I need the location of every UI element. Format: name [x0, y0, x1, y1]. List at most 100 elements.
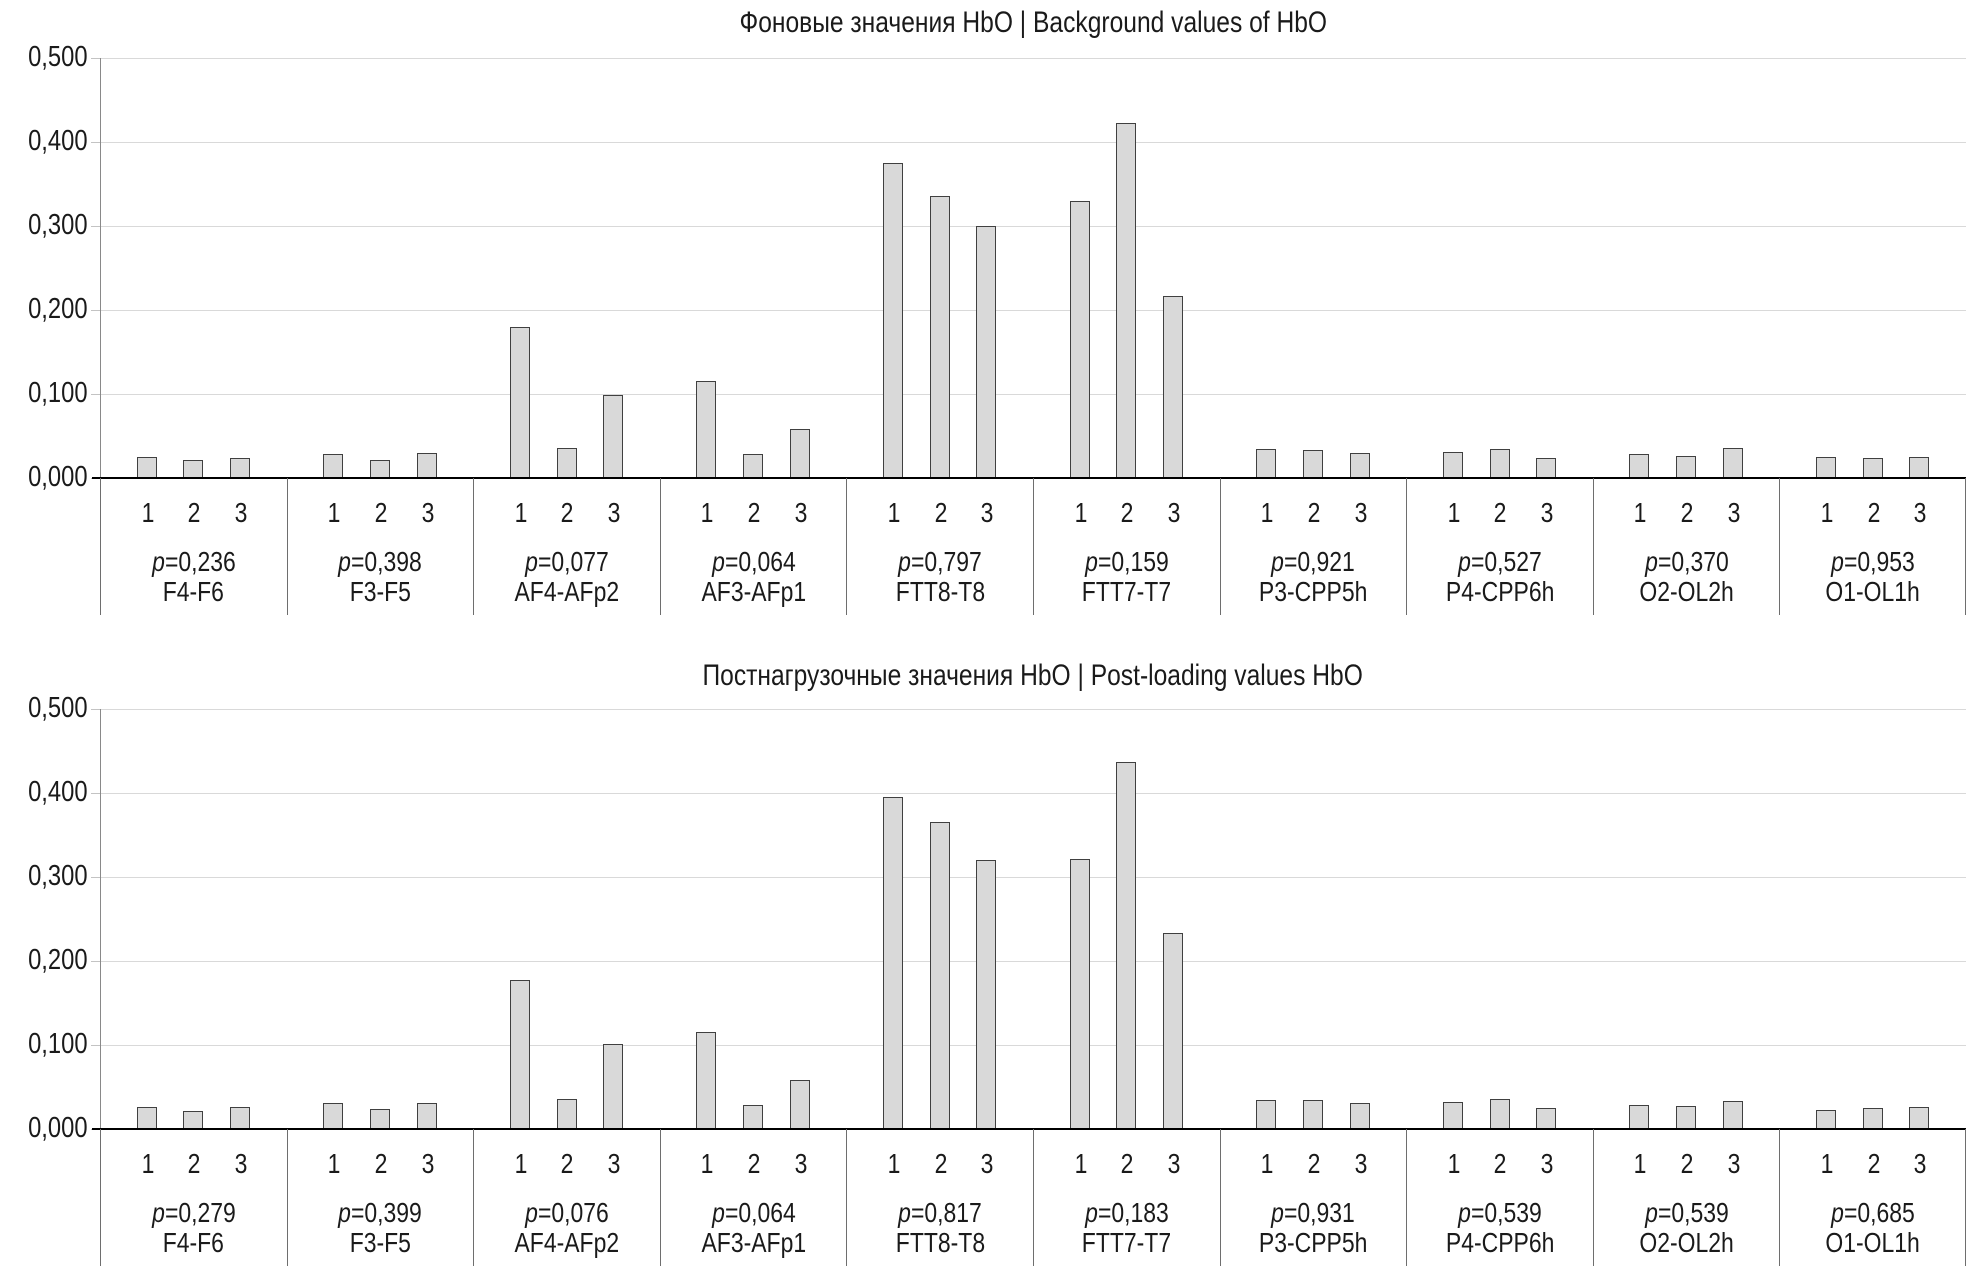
- bar-number-text: 3: [980, 1148, 994, 1179]
- category-group-FTT8-T8: 1 2 3 p=0,817 FTT8-T8: [846, 1129, 1033, 1266]
- bar-number-label: 2: [1493, 1150, 1509, 1178]
- category-group-F3-F5: 1 2 3 p=0,399 F3-F5: [286, 1129, 474, 1266]
- bar-F3-F5-1: [323, 454, 343, 478]
- p-value-rest: =0,399: [351, 1197, 423, 1228]
- y-axis-tick: [91, 142, 100, 143]
- bar-F3-F5-2: [370, 460, 390, 478]
- bar-AF3-AFp1-2: [743, 454, 763, 478]
- category-group-FTT8-T8: 1 2 3 p=0,797 FTT8-T8: [846, 478, 1033, 615]
- bar-number-label: 3: [1726, 1150, 1742, 1178]
- bar-P3-CPP5h-3: [1350, 453, 1370, 478]
- bar-number-text: 2: [561, 497, 574, 528]
- bar-P3-CPP5h-3: [1350, 1103, 1370, 1129]
- bar-number-label: 2: [746, 1150, 762, 1178]
- category-group-O2-OL2h: 1 2 3 p=0,539 O2-OL2h: [1592, 1129, 1780, 1266]
- bar-P4-CPP6h-2: [1490, 1099, 1510, 1129]
- p-value-label: p=0,064: [661, 1199, 847, 1227]
- bar-number-label: 3: [420, 499, 436, 527]
- bar-number-label: 3: [980, 1150, 996, 1178]
- y-gridline: [100, 226, 1966, 227]
- bar-number-label: 1: [140, 1150, 156, 1178]
- bar-O2-OL2h-2: [1676, 1106, 1696, 1129]
- y-axis-label-text: 0,500: [28, 41, 88, 73]
- p-symbol: p: [711, 546, 725, 577]
- y-axis-line: [100, 58, 101, 478]
- bar-AF4-AFp2-2: [557, 448, 577, 478]
- p-value-label: p=0,527: [1407, 548, 1593, 576]
- y-axis-label-text: 0,500: [28, 692, 88, 724]
- y-axis-label: 0,300: [0, 211, 88, 240]
- bar-F4-F6-1: [137, 457, 157, 478]
- bar-number-label: 2: [187, 1150, 203, 1178]
- bar-number-text: 3: [1727, 497, 1741, 528]
- bar-number-text: 1: [887, 1148, 901, 1179]
- p-symbol: p: [1644, 546, 1658, 577]
- channel-label-text: O1-OL1h: [1825, 1227, 1920, 1258]
- bar-P4-CPP6h-1: [1443, 452, 1463, 478]
- category-group-P3-CPP5h: 1 2 3 p=0,921 P3-CPP5h: [1219, 478, 1407, 615]
- channel-label-text: AF4-AFp2: [514, 1227, 620, 1258]
- bar-number-text: 2: [1494, 497, 1507, 528]
- bar-AF4-AFp2-1: [510, 327, 530, 478]
- p-value-text: p=0,064: [712, 1199, 796, 1227]
- y-axis-tick: [91, 1045, 100, 1046]
- y-axis-label-text: 0,100: [28, 1028, 88, 1060]
- bar-number-label: 1: [1259, 499, 1275, 527]
- bar-number-label: 2: [933, 499, 949, 527]
- p-value-text: p=0,399: [339, 1199, 423, 1227]
- p-symbol: p: [1458, 546, 1471, 577]
- bar-number-text: 1: [1074, 1148, 1088, 1179]
- channel-label: F4-F6: [101, 1229, 287, 1257]
- bar-P4-CPP6h-3: [1536, 1108, 1556, 1129]
- bar-number-label: 2: [933, 1150, 949, 1178]
- bar-number-label: 1: [886, 1150, 902, 1178]
- p-value-text: p=0,527: [1458, 548, 1542, 576]
- channel-label: P3-CPP5h: [1221, 1229, 1407, 1257]
- p-symbol: p: [151, 546, 165, 577]
- bar-number-label: 1: [1633, 499, 1649, 527]
- channel-label: AF3-AFp1: [661, 1229, 847, 1257]
- bar-number-text: 3: [1913, 1148, 1927, 1179]
- bar-FTT7-T7-3: [1163, 933, 1183, 1129]
- p-value-label: p=0,539: [1407, 1199, 1593, 1227]
- bar-number-label: 2: [746, 499, 762, 527]
- bar-O1-OL1h-2: [1863, 1108, 1883, 1129]
- y-axis-tick: [91, 394, 100, 395]
- category-group-AF3-AFp1: 1 2 3 p=0,064 AF3-AFp1: [659, 478, 847, 615]
- p-symbol: p: [525, 1197, 538, 1228]
- bar-P4-CPP6h-2: [1490, 449, 1510, 478]
- bar-number-label: 3: [1539, 1150, 1555, 1178]
- category-group-F3-F5: 1 2 3 p=0,398 F3-F5: [286, 478, 474, 615]
- category-group-F4-F6: 1 2 3 p=0,236 F4-F6: [100, 478, 287, 615]
- bar-number-label: 3: [1353, 1150, 1369, 1178]
- channel-label-text: F3-F5: [349, 576, 412, 607]
- p-symbol: p: [898, 1197, 912, 1228]
- channel-label-text: F4-F6: [163, 1227, 225, 1258]
- channel-label-text: FTT7-T7: [1082, 576, 1172, 607]
- category-group-O1-OL1h: 1 2 3 p=0,685 O1-OL1h: [1779, 1129, 1966, 1266]
- bar-FTT8-T8-3: [976, 860, 996, 1129]
- category-group-O1-OL1h: 1 2 3 p=0,953 O1-OL1h: [1779, 478, 1966, 615]
- bar-number-text: 1: [701, 497, 714, 528]
- channel-label-text: P3-CPP5h: [1259, 1227, 1368, 1258]
- p-symbol: p: [151, 1197, 165, 1228]
- p-symbol: p: [711, 1197, 725, 1228]
- bar-number-text: 2: [374, 497, 388, 528]
- channel-label: FTT8-T8: [847, 1229, 1033, 1257]
- p-value-text: p=0,064: [712, 548, 796, 576]
- channel-label: F3-F5: [288, 578, 474, 606]
- channel-label-text: FTT7-T7: [1082, 1227, 1172, 1258]
- bar-number-label: 3: [1726, 499, 1742, 527]
- bar-number-text: 3: [794, 1148, 808, 1179]
- bar-number-label: 3: [1913, 499, 1929, 527]
- p-value-label: p=0,953: [1780, 548, 1965, 576]
- bar-number-label: 1: [513, 499, 529, 527]
- bar-number-text: 1: [1074, 497, 1088, 528]
- chart-title-background-values: Фоновые значения HbO | Background values…: [100, 6, 1966, 40]
- bar-F3-F5-3: [417, 453, 437, 478]
- bar-F4-F6-3: [230, 1107, 250, 1129]
- p-symbol: p: [338, 546, 352, 577]
- channel-label: FTT8-T8: [847, 578, 1033, 606]
- bar-O1-OL1h-3: [1909, 1107, 1929, 1129]
